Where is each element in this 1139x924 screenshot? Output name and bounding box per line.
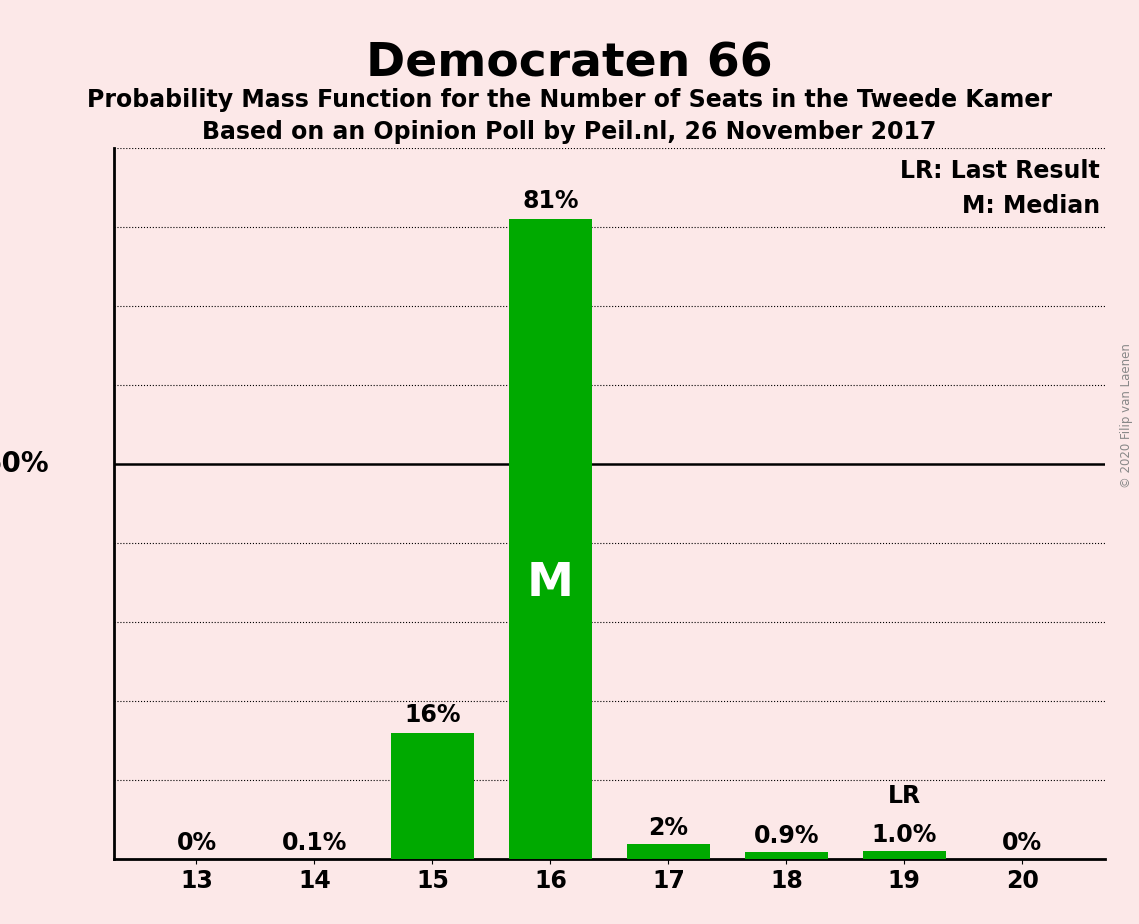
Text: 0%: 0% <box>177 832 216 856</box>
Text: LR: LR <box>887 784 920 808</box>
Text: LR: Last Result: LR: Last Result <box>900 159 1100 183</box>
Text: 0.9%: 0.9% <box>754 824 819 848</box>
Text: 50%: 50% <box>0 450 49 478</box>
Text: 0%: 0% <box>1002 832 1042 856</box>
Text: M: Median: M: Median <box>961 194 1100 218</box>
Text: 1.0%: 1.0% <box>871 823 937 847</box>
Text: Based on an Opinion Poll by Peil.nl, 26 November 2017: Based on an Opinion Poll by Peil.nl, 26 … <box>203 120 936 144</box>
Bar <box>863 851 945 859</box>
Text: 16%: 16% <box>404 702 460 726</box>
Bar <box>391 733 474 859</box>
Text: M: M <box>527 562 574 606</box>
Bar <box>745 852 828 859</box>
Bar <box>628 844 710 859</box>
Text: 0.1%: 0.1% <box>281 831 347 855</box>
Text: Probability Mass Function for the Number of Seats in the Tweede Kamer: Probability Mass Function for the Number… <box>87 88 1052 112</box>
Text: 2%: 2% <box>648 816 688 840</box>
Text: 81%: 81% <box>522 188 579 213</box>
Text: Democraten 66: Democraten 66 <box>366 42 773 87</box>
Text: © 2020 Filip van Laenen: © 2020 Filip van Laenen <box>1121 344 1133 488</box>
Bar <box>509 219 591 859</box>
